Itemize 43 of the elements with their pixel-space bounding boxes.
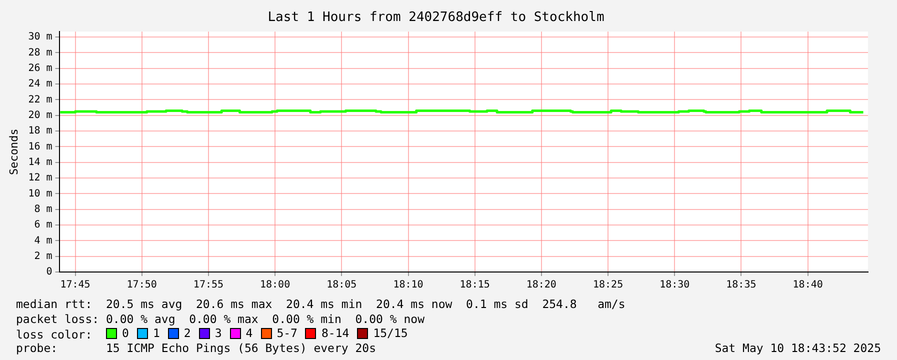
y-tick-label: 26 m — [28, 63, 52, 74]
x-tick-label: 18:20 — [526, 280, 556, 291]
x-tick-label: 18:30 — [660, 280, 690, 291]
y-tick-label: 4 m — [34, 235, 52, 246]
y-tick-label: 28 m — [28, 47, 52, 58]
x-tick-label: 18:15 — [460, 280, 490, 291]
text: probe: 15 ICMP Echo Pings (56 Bytes) every 20s — [16, 341, 376, 355]
y-tick-label: 30 m — [28, 32, 52, 43]
text: packet loss: 0.00 % avg 0.00 % max 0.00 % min 0.00 % now — [16, 312, 424, 326]
y-tick-label: 2 m — [34, 250, 52, 262]
x-tick-label: 17:55 — [193, 280, 224, 291]
legend-label: 3 — [214, 326, 222, 340]
x-tick-label: 18:35 — [726, 280, 756, 291]
x-tick-label: 18:40 — [792, 280, 823, 291]
y-tick-label: 22 m — [28, 94, 52, 106]
text: Sat May 10 18:43:52 2025 — [714, 341, 881, 355]
x-tick-label: 18:25 — [592, 280, 624, 291]
y-tick-label: 12 m — [28, 172, 52, 184]
y-tick-label: 20 m — [28, 110, 52, 121]
y-axis-title: Seconds — [7, 128, 20, 175]
x-tick-label: 17:50 — [126, 280, 157, 291]
y-tick-label: 24 m — [28, 78, 52, 90]
y-tick-label: 6 m — [34, 220, 52, 231]
x-tick-label: 17:45 — [60, 280, 90, 291]
x-tick-label: 18:00 — [260, 280, 290, 291]
legend-label: 0 — [122, 326, 129, 340]
legend-label: 4 — [246, 326, 253, 340]
y-tick-label: 14 m — [28, 156, 52, 168]
y-tick-label: 0 — [46, 266, 52, 278]
y-tick-label: 16 m — [28, 141, 52, 152]
x-tick-label: 18:05 — [326, 280, 357, 291]
y-tick-label: 10 m — [28, 188, 52, 200]
legend-title: loss color: — [16, 328, 94, 342]
y-tick-label: 8 m — [34, 204, 52, 215]
legend-label: 15/15 — [373, 326, 408, 340]
legend-label: 2 — [184, 326, 191, 340]
legend-label: 8-14 — [321, 326, 350, 340]
legend-label: 1 — [152, 326, 160, 340]
legend-label: 5-7 — [276, 326, 298, 340]
x-tick-label: 18:10 — [393, 280, 424, 291]
y-tick-label: 18 m — [28, 126, 52, 137]
text: median rtt: 20.5 ms avg 20.6 ms max 20.4 ms min 20.4 ms now 0.1 ms sd 254.8 am/s — [16, 297, 626, 311]
chart-title: Last 1 Hours from 2402768d9eff to Stockholm — [268, 10, 604, 26]
